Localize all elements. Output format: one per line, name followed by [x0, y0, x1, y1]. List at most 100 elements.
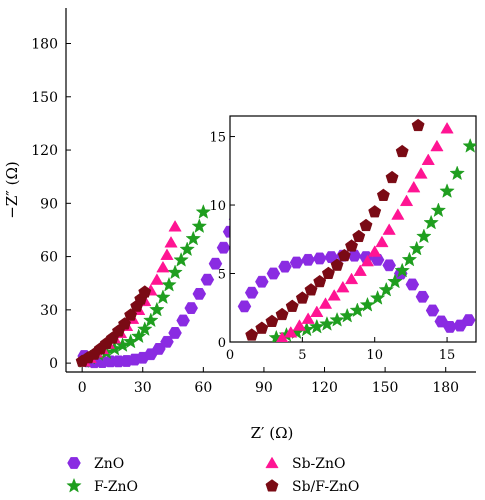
data-point: [378, 281, 395, 297]
data-point: [425, 304, 440, 317]
data-point: [337, 248, 351, 262]
data-point: [167, 264, 183, 280]
data-point: [160, 248, 174, 260]
x-axis-title: Z′ (Ω): [251, 424, 294, 442]
data-point: [266, 267, 281, 280]
data-point: [255, 275, 269, 288]
legend-label: ZnO: [94, 456, 124, 472]
legend-label: Sb-ZnO: [292, 456, 346, 472]
data-point: [411, 118, 425, 132]
data-point: [423, 214, 439, 230]
y-tick-label: 180: [31, 37, 58, 53]
inset-series-f-zno: [268, 137, 476, 342]
y-tick-label: 60: [40, 250, 58, 266]
data-point: [405, 278, 420, 291]
data-point: [462, 137, 476, 153]
legend-label: Sb/F-ZnO: [292, 479, 359, 495]
data-point: [385, 170, 399, 184]
data-point: [344, 272, 359, 285]
x-tick-label: 60: [194, 380, 212, 396]
data-point: [216, 241, 231, 254]
data-point: [443, 321, 457, 333]
x-tick-label: 150: [372, 380, 399, 396]
x-tick-label: 120: [311, 380, 338, 396]
data-point: [449, 165, 465, 181]
data-point: [345, 239, 359, 252]
data-point: [416, 228, 432, 244]
data-point: [184, 302, 199, 314]
data-point: [368, 245, 382, 257]
legend-item-f-zno: F-ZnO: [66, 477, 138, 495]
data-point: [195, 204, 212, 219]
data-point: [130, 328, 147, 344]
data-point: [265, 314, 279, 327]
data-point: [359, 218, 373, 232]
data-point: [136, 321, 153, 337]
data-point: [329, 311, 345, 327]
inset-y-tick-label: 0: [218, 336, 226, 351]
inset-plot: 0 5 10 15 0 5 10 15: [209, 115, 477, 363]
data-point: [143, 312, 159, 328]
y-tick-label: 0: [49, 356, 58, 372]
data-point: [395, 144, 409, 158]
data-point: [278, 260, 292, 273]
main-series-sb-f-zno: [75, 285, 152, 367]
inset-y-tick-label: 5: [218, 268, 226, 283]
inset-y-tick-label: 15: [209, 131, 226, 146]
x-tick-label: 30: [134, 380, 152, 396]
data-point: [360, 254, 375, 267]
inset-x-tick-label: 5: [298, 348, 306, 363]
data-point: [421, 153, 435, 165]
inset-series-sb-f-zno: [245, 118, 425, 341]
data-point: [430, 202, 447, 218]
data-point: [401, 251, 418, 267]
data-point: [382, 259, 396, 272]
data-point: [237, 300, 252, 313]
data-point: [318, 297, 333, 309]
data-point: [430, 139, 444, 152]
data-point: [289, 256, 304, 269]
data-point: [319, 316, 335, 331]
data-point: [164, 236, 178, 248]
data-point: [301, 253, 315, 266]
x-tick-label: 90: [255, 380, 273, 396]
inset-x-tick-label: 10: [366, 348, 383, 363]
x-tick-label: 180: [432, 380, 459, 396]
inset-frame: [229, 115, 477, 343]
data-point: [408, 240, 425, 256]
data-point: [185, 230, 202, 246]
data-point: [285, 299, 299, 312]
data-point: [310, 305, 324, 317]
y-tick-label: 120: [31, 143, 58, 159]
data-point: [312, 252, 327, 265]
data-point: [407, 180, 421, 193]
data-point: [179, 241, 195, 257]
data-point: [155, 289, 171, 305]
legend-marker: [265, 456, 279, 469]
data-point: [173, 251, 189, 267]
y-tick-label: 30: [40, 303, 58, 319]
legend-marker: [67, 457, 81, 469]
y-tick-label: 90: [40, 196, 58, 212]
data-point: [359, 296, 376, 312]
data-point: [301, 312, 315, 324]
data-point: [394, 262, 410, 278]
data-point: [275, 307, 289, 321]
data-point: [168, 220, 182, 232]
legend-label: F-ZnO: [94, 479, 138, 495]
data-point: [387, 273, 403, 289]
data-point: [375, 235, 389, 248]
data-point: [352, 229, 366, 243]
data-point: [168, 327, 182, 339]
y-tick-label: 150: [31, 90, 58, 106]
data-point: [245, 328, 259, 341]
data-point: [376, 188, 390, 201]
data-point: [138, 285, 152, 298]
data-point: [414, 167, 428, 179]
legend-marker: [66, 477, 82, 493]
data-point: [149, 301, 165, 317]
x-tick-label: 0: [78, 380, 87, 396]
data-point: [330, 258, 344, 271]
